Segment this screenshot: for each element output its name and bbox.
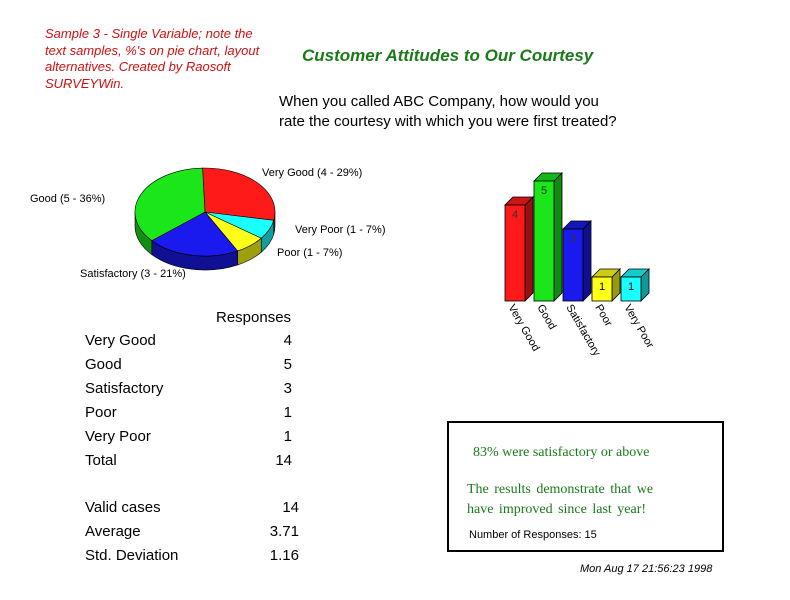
response-count: 4 — [283, 332, 292, 349]
bar-value-label: 3 — [570, 233, 576, 245]
responses-header: Responses — [216, 309, 292, 326]
pie-slice-satisfactory — [151, 211, 239, 257]
response-row: Poor 1 — [85, 404, 300, 424]
pie-label-very-good: Very Good (4 - 29%) — [262, 167, 363, 179]
question-line-2: rate the courtesy with which you were fi… — [279, 113, 617, 130]
stat-label: Valid cases — [85, 499, 161, 516]
timestamp: Mon Aug 17 21:56:23 1998 — [580, 563, 713, 575]
response-count: 14 — [275, 452, 292, 469]
bar-value-label: 5 — [541, 185, 547, 197]
response-label: Good — [85, 356, 122, 373]
bar-very-poor — [620, 276, 642, 302]
bar-good — [533, 180, 555, 302]
bar-category-label: Poor — [592, 303, 614, 329]
bar-category-label: Good — [534, 303, 558, 332]
response-count: 5 — [283, 356, 292, 373]
response-label: Satisfactory — [85, 380, 164, 397]
bar-satisfactory — [562, 228, 584, 302]
stat-row: Std. Deviation 1.16 — [85, 547, 300, 567]
pie-label-poor: Poor (1 - 7%) — [277, 247, 343, 259]
response-total-row: Total 14 — [85, 452, 300, 472]
response-row: Very Poor 1 — [85, 428, 300, 448]
response-count: 1 — [283, 404, 292, 421]
bar-value-label: 1 — [628, 281, 634, 293]
response-label: Total — [85, 452, 117, 469]
bar-value-label: 1 — [599, 281, 605, 293]
pie-slice-very-good — [202, 167, 276, 221]
stat-row: Valid cases 14 — [85, 499, 300, 519]
stat-value: 14 — [282, 499, 299, 516]
pie-slice-good — [134, 167, 206, 241]
survey-question: When you called ABC Company, how would y… — [279, 92, 617, 132]
response-count: 3 — [283, 380, 292, 397]
chart-title: Customer Attitudes to Our Courtesy — [302, 46, 594, 65]
stat-row: Average 3.71 — [85, 523, 300, 543]
pie-chart — [134, 167, 276, 271]
improvement-line-1: The results demonstrate that we — [467, 482, 654, 497]
pie-label-very-poor: Very Poor (1 - 7%) — [295, 224, 386, 236]
response-label: Very Poor — [85, 428, 151, 445]
stat-label: Std. Deviation — [85, 547, 179, 564]
number-of-responses: Number of Responses: 15 — [469, 529, 597, 541]
response-label: Poor — [85, 404, 117, 421]
stat-label: Average — [85, 523, 141, 540]
bar-poor — [591, 276, 613, 302]
bar-side-very-good — [524, 196, 534, 302]
bar-category-label: Very Poor — [621, 303, 656, 351]
pie-label-good: Good (5 - 36%) — [30, 193, 106, 205]
sample-note: Sample 3 - Single Variable; note the tex… — [45, 26, 260, 91]
response-count: 1 — [283, 428, 292, 445]
pie-label-satisfactory: Satisfactory (3 - 21%) — [80, 268, 186, 280]
bar-value-label: 4 — [512, 209, 518, 221]
response-row: Good 5 — [85, 356, 300, 376]
response-row: Satisfactory 3 — [85, 380, 300, 400]
bar-very-good — [504, 204, 526, 302]
satisfaction-summary: 83% were satisfactory or above — [473, 445, 650, 460]
stat-value: 3.71 — [269, 523, 299, 540]
response-label: Very Good — [85, 332, 156, 349]
stat-value: 1.16 — [269, 547, 299, 564]
bar-side-good — [553, 172, 563, 302]
response-row: Very Good 4 — [85, 332, 300, 352]
improvement-line-2: have improved since last year! — [467, 502, 647, 517]
summary-box — [447, 421, 724, 552]
question-line-1: When you called ABC Company, how would y… — [279, 93, 599, 110]
bar-side-satisfactory — [582, 220, 592, 302]
improvement-note: The results demonstrate that we have imp… — [467, 480, 653, 520]
